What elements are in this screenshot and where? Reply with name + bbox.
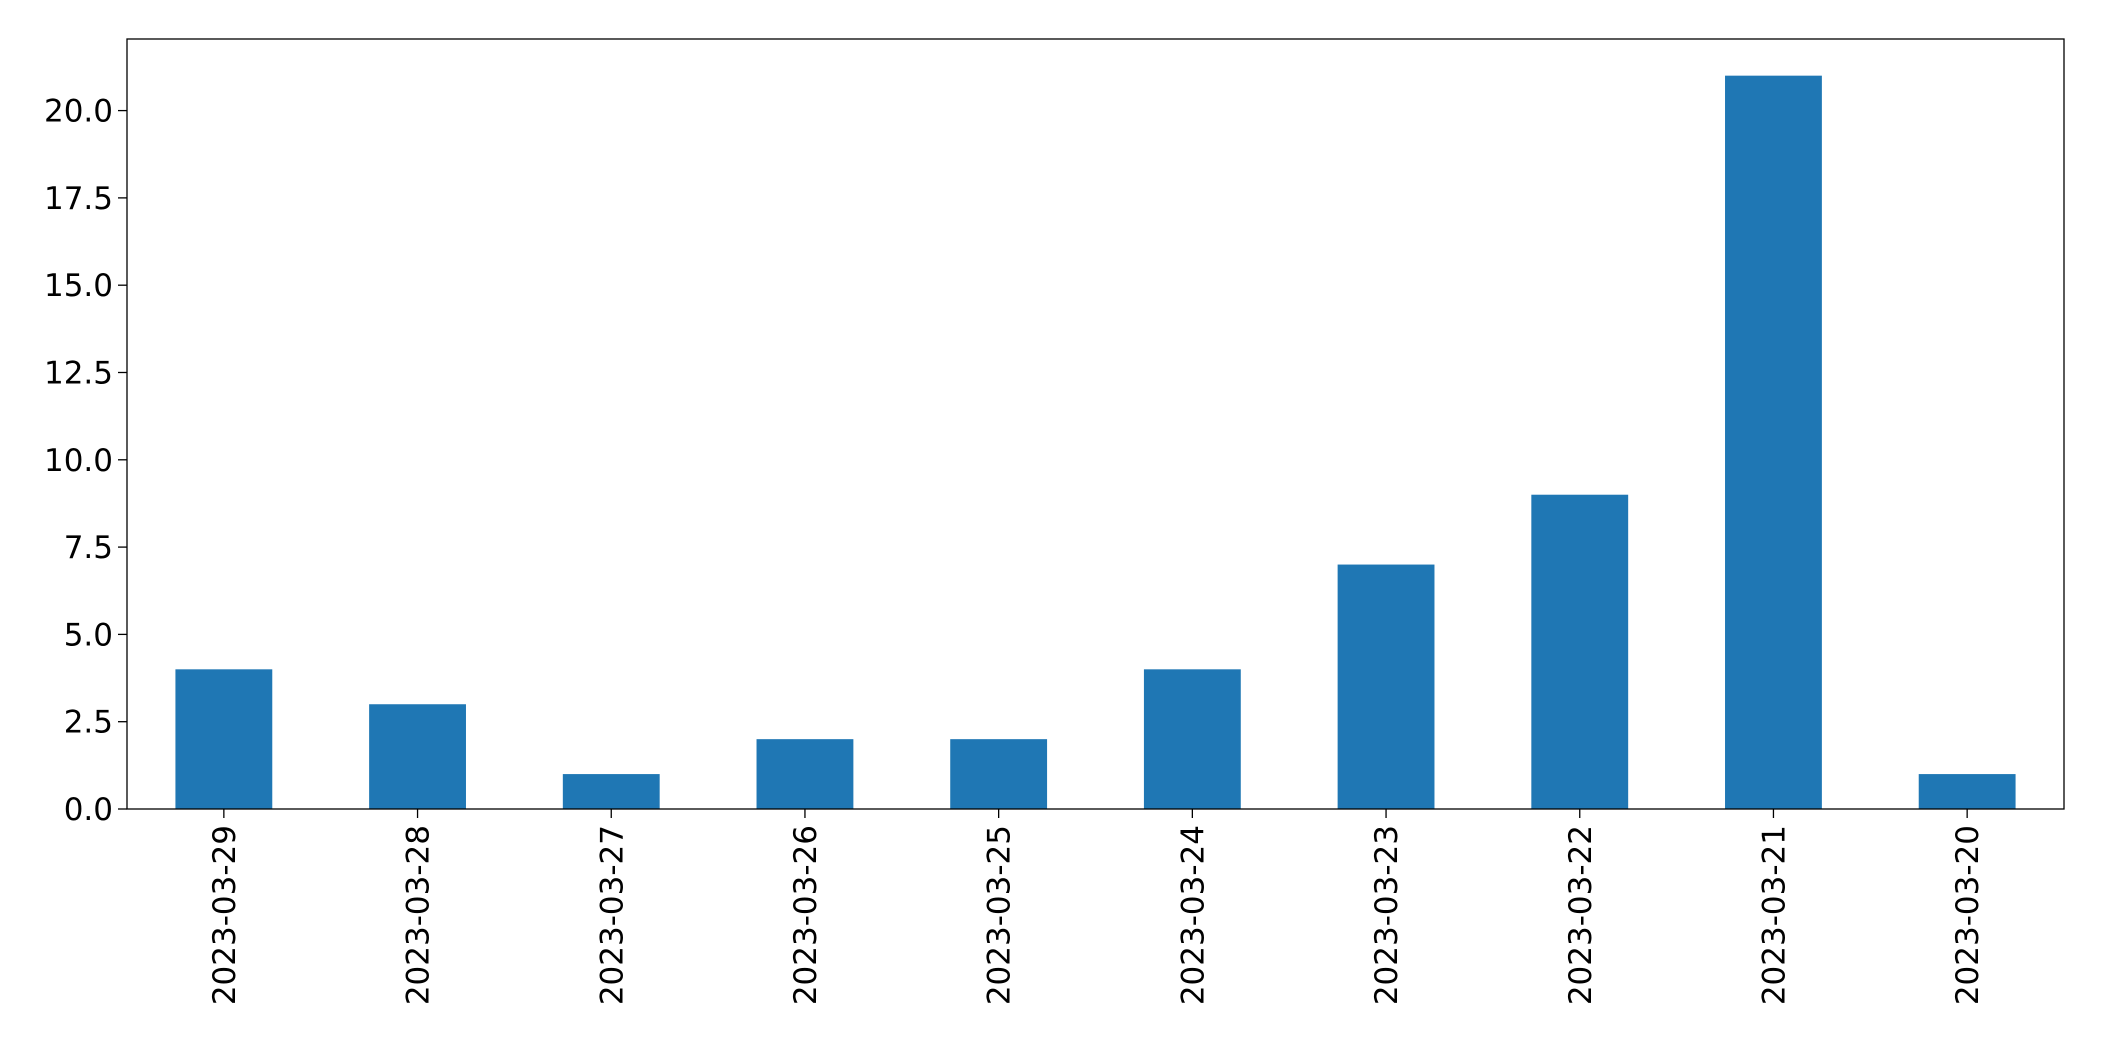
x-tick-label: 2023-03-21: [1756, 825, 1792, 1005]
bar: [1531, 494, 1629, 809]
x-tick-label: 2023-03-23: [1369, 825, 1405, 1005]
x-tick-label: 2023-03-27: [594, 825, 630, 1005]
bar: [756, 739, 854, 809]
bar: [950, 739, 1048, 809]
y-tick-label: 20.0: [44, 94, 113, 130]
x-tick-label: 2023-03-29: [207, 825, 243, 1005]
x-tick-label: 2023-03-20: [1950, 825, 1986, 1005]
x-tick-label: 2023-03-25: [982, 825, 1018, 1005]
y-tick-label: 2.5: [64, 705, 113, 741]
bar: [369, 704, 466, 809]
bar: [175, 669, 273, 809]
bar: [562, 774, 660, 809]
y-tick-label: 5.0: [64, 617, 113, 653]
bar: [1918, 774, 2016, 809]
bar: [1143, 669, 1241, 809]
x-tick-label: 2023-03-28: [401, 825, 437, 1005]
y-tick-label: 7.5: [64, 530, 113, 566]
x-tick-label: 2023-03-24: [1175, 825, 1211, 1005]
x-tick-label: 2023-03-22: [1563, 825, 1599, 1005]
y-tick-label: 10.0: [44, 443, 113, 479]
y-tick-label: 0.0: [64, 792, 113, 828]
y-tick-label: 12.5: [44, 355, 113, 391]
y-tick-label: 15.0: [44, 268, 113, 304]
bar: [1337, 564, 1435, 809]
x-tick-label: 2023-03-26: [788, 825, 824, 1005]
bar: [1725, 75, 1822, 809]
y-tick-label: 17.5: [44, 181, 113, 217]
plot-frame: [126, 38, 2065, 810]
